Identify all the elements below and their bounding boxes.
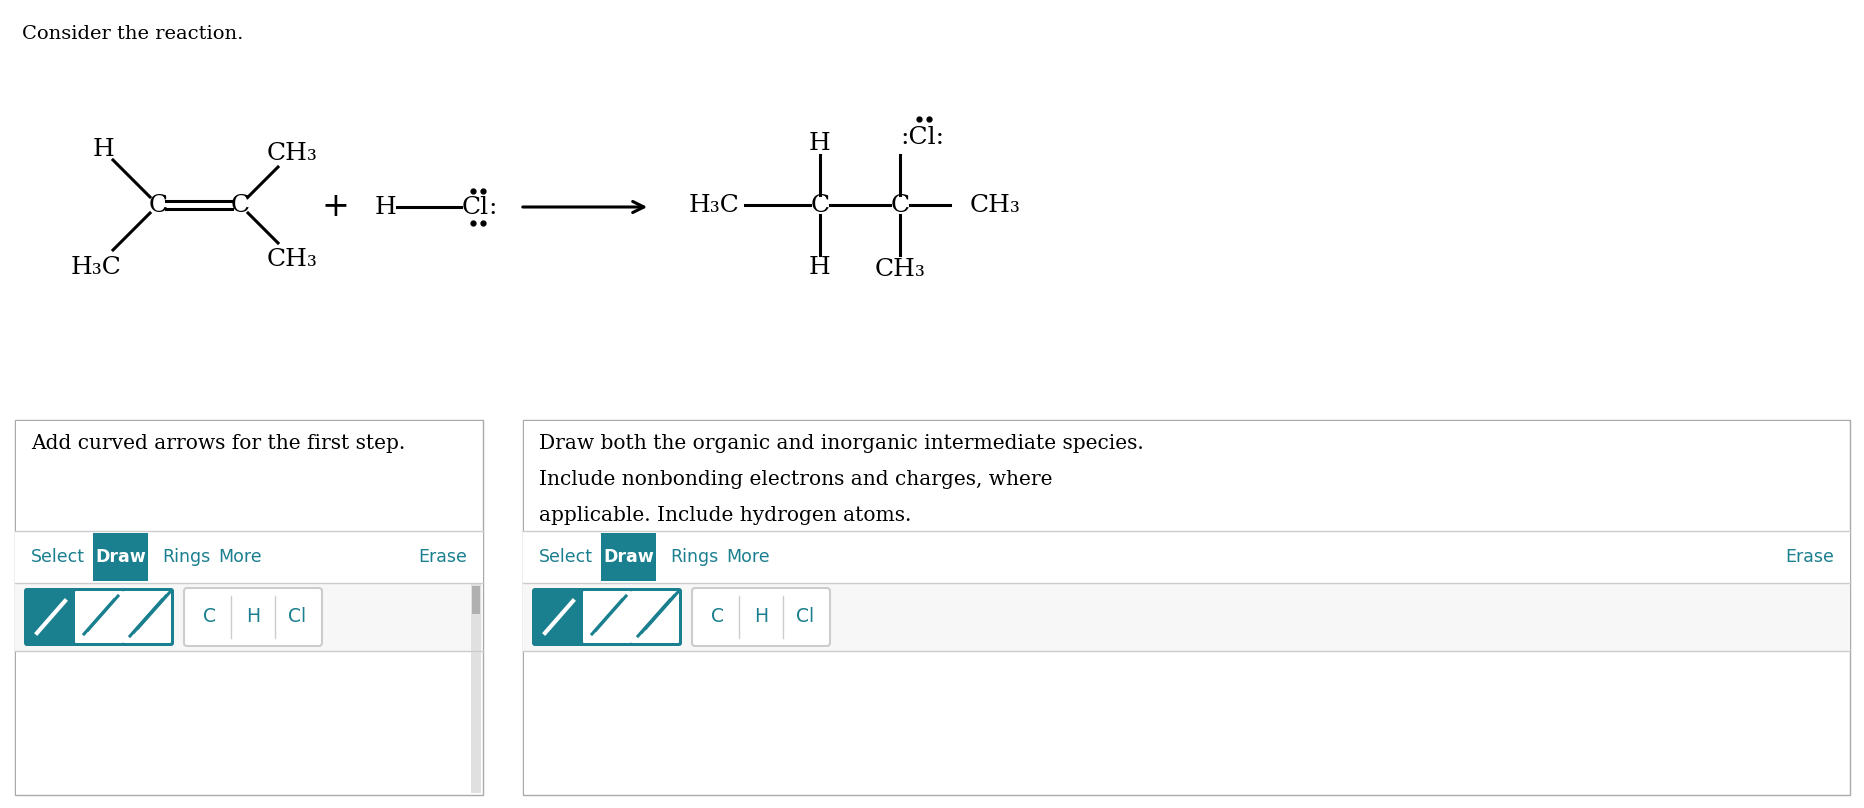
FancyBboxPatch shape bbox=[531, 588, 682, 646]
Text: Select: Select bbox=[32, 548, 86, 566]
Text: C: C bbox=[149, 193, 168, 217]
Bar bbox=[524, 421, 1847, 531]
Text: H: H bbox=[91, 138, 114, 162]
Bar bbox=[522, 531, 1849, 583]
Bar bbox=[93, 533, 147, 581]
Text: Draw: Draw bbox=[95, 548, 145, 566]
Text: C: C bbox=[203, 608, 216, 626]
Bar bbox=[17, 651, 481, 794]
Text: Add curved arrows for the first step.: Add curved arrows for the first step. bbox=[32, 434, 404, 453]
Text: C: C bbox=[231, 193, 250, 217]
Text: CH₃: CH₃ bbox=[267, 141, 317, 165]
FancyBboxPatch shape bbox=[185, 588, 322, 646]
Text: Rings: Rings bbox=[162, 548, 211, 566]
Text: C: C bbox=[811, 193, 829, 217]
Text: Erase: Erase bbox=[1784, 548, 1832, 566]
FancyBboxPatch shape bbox=[75, 591, 123, 643]
Text: +: + bbox=[321, 191, 349, 223]
Bar bbox=[472, 584, 481, 793]
Bar bbox=[472, 586, 479, 614]
Text: C: C bbox=[710, 608, 723, 626]
Text: CH₃: CH₃ bbox=[874, 259, 925, 281]
Text: H: H bbox=[809, 132, 831, 154]
Bar bbox=[15, 583, 483, 651]
FancyBboxPatch shape bbox=[24, 589, 76, 645]
Text: H: H bbox=[246, 608, 259, 626]
Text: applicable. Include hydrogen atoms.: applicable. Include hydrogen atoms. bbox=[539, 506, 911, 525]
Text: Cl: Cl bbox=[460, 196, 488, 218]
FancyBboxPatch shape bbox=[123, 591, 171, 643]
Text: Draw both the organic and inorganic intermediate species.: Draw both the organic and inorganic inte… bbox=[539, 434, 1143, 453]
FancyBboxPatch shape bbox=[522, 420, 1849, 795]
Bar bbox=[15, 531, 483, 583]
Text: :: : bbox=[488, 196, 498, 218]
FancyBboxPatch shape bbox=[24, 588, 173, 646]
Text: H: H bbox=[753, 608, 768, 626]
FancyBboxPatch shape bbox=[533, 589, 585, 645]
Text: Rings: Rings bbox=[669, 548, 718, 566]
Text: :Cl:: :Cl: bbox=[900, 125, 943, 149]
Text: Draw: Draw bbox=[602, 548, 654, 566]
FancyBboxPatch shape bbox=[692, 588, 829, 646]
Text: Include nonbonding electrons and charges, where: Include nonbonding electrons and charges… bbox=[539, 470, 1051, 489]
Text: Erase: Erase bbox=[418, 548, 466, 566]
Text: Select: Select bbox=[539, 548, 593, 566]
Text: C: C bbox=[889, 193, 910, 217]
Text: More: More bbox=[725, 548, 770, 566]
FancyBboxPatch shape bbox=[583, 591, 630, 643]
FancyBboxPatch shape bbox=[630, 591, 678, 643]
FancyBboxPatch shape bbox=[15, 420, 483, 795]
Text: H: H bbox=[375, 196, 395, 218]
Bar bbox=[524, 651, 1847, 794]
Text: CH₃: CH₃ bbox=[267, 249, 317, 271]
Bar bbox=[522, 583, 1849, 651]
Text: H₃C: H₃C bbox=[71, 255, 121, 279]
Text: Consider the reaction.: Consider the reaction. bbox=[22, 25, 242, 43]
Text: H₃C: H₃C bbox=[690, 193, 740, 217]
Text: Cl: Cl bbox=[796, 608, 813, 626]
Bar bbox=[600, 533, 656, 581]
Text: Cl: Cl bbox=[287, 608, 306, 626]
Text: More: More bbox=[218, 548, 261, 566]
Text: H: H bbox=[809, 255, 831, 279]
Bar bbox=[17, 421, 481, 531]
Text: CH₃: CH₃ bbox=[969, 193, 1020, 217]
